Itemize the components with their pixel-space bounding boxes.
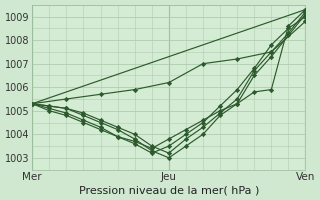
X-axis label: Pression niveau de la mer( hPa ): Pression niveau de la mer( hPa ) [79, 185, 259, 195]
